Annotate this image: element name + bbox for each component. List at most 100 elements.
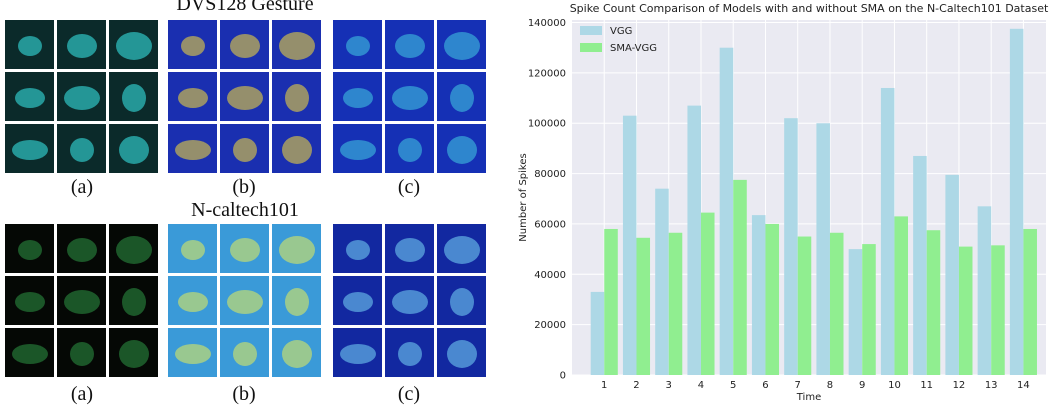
bar [862, 244, 876, 375]
x-tick-label: 13 [985, 380, 998, 391]
image-blob [230, 34, 260, 58]
panel-title: N-caltech101 [191, 199, 299, 221]
bar-chart: Spike Count Comparison of Models with an… [518, 2, 1049, 403]
image-blob [346, 36, 370, 56]
bar [590, 291, 605, 375]
panel-label: (b) [232, 176, 255, 198]
image-blob [181, 240, 205, 260]
bar [945, 174, 959, 375]
image-blob [447, 136, 477, 164]
image-blob [67, 34, 97, 58]
image-blob [119, 136, 149, 164]
image-blob [122, 288, 146, 316]
image-blob [450, 288, 474, 316]
image-blob [346, 240, 370, 260]
image-blob [285, 84, 309, 112]
x-tick-label: 3 [666, 380, 672, 391]
bar [604, 228, 618, 375]
bar [622, 115, 637, 375]
x-tick-label: 11 [920, 380, 933, 391]
x-tick-label: 14 [1017, 380, 1030, 391]
y-tick-label: 20000 [534, 320, 566, 331]
image-blob [116, 32, 152, 60]
bar [719, 47, 734, 375]
image-blob [15, 292, 45, 312]
image-blob [70, 342, 94, 366]
bar [977, 206, 992, 375]
bar [687, 105, 701, 375]
image-blob [64, 290, 100, 314]
image-blob [67, 238, 97, 262]
bar [700, 212, 715, 375]
y-tick-label: 120000 [528, 68, 566, 79]
image-blob [392, 86, 428, 110]
bar [829, 232, 844, 375]
image-blob [343, 88, 373, 108]
image-blob [447, 340, 477, 368]
bar [913, 155, 927, 375]
image-blob [395, 238, 425, 262]
image-blob [175, 344, 211, 364]
chart-title: Spike Count Comparison of Models with an… [570, 2, 1049, 15]
x-tick-label: 8 [827, 380, 833, 391]
y-axis-label: Number of Spikes [518, 153, 529, 241]
bar [880, 87, 895, 375]
image-blob [18, 36, 42, 56]
image-blob [279, 32, 315, 60]
x-tick-label: 2 [633, 380, 639, 391]
image-blob [398, 138, 422, 162]
bar [1023, 228, 1037, 375]
image-blob [340, 140, 376, 160]
panel-label: (c) [398, 383, 420, 405]
image-blob [18, 240, 42, 260]
y-tick-label: 100000 [528, 119, 566, 130]
image-panels: DVS128 Gesture N-caltech101 (a) (b) (c) … [5, 0, 486, 405]
legend-swatch [580, 43, 602, 52]
image-blob [279, 236, 315, 264]
image-blob [343, 292, 373, 312]
x-tick-label: 7 [795, 380, 801, 391]
y-tick-label: 0 [560, 371, 566, 382]
image-blob [233, 342, 257, 366]
x-tick-label: 6 [762, 380, 768, 391]
legend-label: VGG [610, 26, 632, 37]
bar [668, 232, 683, 375]
y-tick-label: 140000 [528, 18, 566, 29]
image-blob [70, 138, 94, 162]
image-blob [181, 36, 205, 56]
image-blob [282, 340, 312, 368]
image-blob [395, 34, 425, 58]
y-tick-label: 60000 [534, 219, 566, 230]
image-blob [444, 32, 480, 60]
image-blob [122, 84, 146, 112]
image-blob [178, 292, 208, 312]
image-blob [12, 344, 48, 364]
panel-label: (a) [71, 176, 93, 198]
image-blob [444, 236, 480, 264]
y-tick-label: 40000 [534, 270, 566, 281]
y-tick-label: 80000 [534, 169, 566, 180]
bar [958, 246, 973, 375]
x-tick-label: 4 [698, 380, 704, 391]
bar [926, 230, 941, 375]
image-blob [64, 86, 100, 110]
bar [733, 179, 747, 375]
image-blob [392, 290, 428, 314]
x-axis-label: Time [796, 392, 821, 403]
image-blob [227, 86, 263, 110]
legend-swatch [580, 26, 602, 35]
image-blob [233, 138, 257, 162]
panel-label: (a) [71, 383, 93, 405]
bar [816, 123, 830, 375]
image-blob [178, 88, 208, 108]
bar [1009, 28, 1024, 375]
x-tick-label: 12 [953, 380, 966, 391]
x-tick-label: 5 [730, 380, 736, 391]
image-blob [116, 236, 152, 264]
image-blob [15, 88, 45, 108]
image-blob [450, 84, 474, 112]
panel-title: DVS128 Gesture [176, 0, 313, 15]
image-blob [285, 288, 309, 316]
bar [636, 237, 651, 375]
panel-label: (c) [398, 176, 420, 198]
